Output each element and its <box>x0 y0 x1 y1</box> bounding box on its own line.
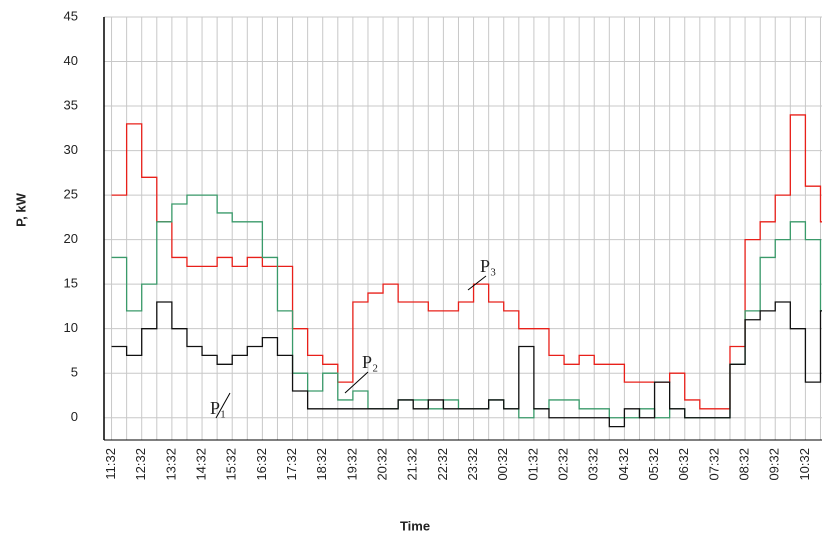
x-tick-label: 14:32 <box>193 448 208 481</box>
x-tick-label: 06:32 <box>676 448 691 481</box>
x-tick-label: 22:32 <box>435 448 450 481</box>
series-label: P₃ <box>480 256 496 276</box>
x-tick-label: 19:32 <box>344 448 359 481</box>
series-line <box>111 194 822 419</box>
y-axis-label: P, kW <box>13 192 28 226</box>
y-tick-label: 20 <box>64 231 78 246</box>
x-tick-label: 11:32 <box>103 448 118 480</box>
x-tick-label: 01:32 <box>525 448 540 481</box>
annotation-leader <box>467 275 487 291</box>
y-tick-label: 45 <box>64 8 78 23</box>
x-tick-label: 05:32 <box>646 448 661 481</box>
y-tick-label: 10 <box>64 320 78 335</box>
y-tick-label: 15 <box>64 276 78 291</box>
x-tick-label: 03:32 <box>586 448 601 481</box>
series-line <box>111 301 822 428</box>
y-tick-label: 30 <box>64 142 78 157</box>
y-tick-label: 40 <box>64 53 78 68</box>
x-tick-label: 10:32 <box>797 448 812 481</box>
annotation-leader <box>215 392 231 419</box>
x-tick-label: 02:32 <box>556 448 571 481</box>
x-tick-label: 21:32 <box>405 448 420 481</box>
x-tick-label: 13:32 <box>163 448 178 481</box>
x-tick-label: 15:32 <box>224 448 239 481</box>
x-tick-label: 04:32 <box>616 448 631 481</box>
x-tick-label: 20:32 <box>374 448 389 481</box>
x-tick-label: 12:32 <box>133 448 148 481</box>
x-tick-label: 16:32 <box>254 448 269 481</box>
x-tick-label: 18:32 <box>314 448 329 481</box>
y-tick-label: 0 <box>71 409 78 424</box>
x-axis-label: Time <box>400 518 430 533</box>
series-label: P₁ <box>210 398 226 418</box>
x-tick-label: 17:32 <box>284 448 299 481</box>
y-tick-label: 25 <box>64 187 78 202</box>
series-line <box>111 114 822 410</box>
y-tick-label: 35 <box>64 97 78 112</box>
annotation-leader <box>344 371 369 394</box>
y-tick-label: 5 <box>71 365 78 380</box>
series-label: P₂ <box>362 352 378 372</box>
x-tick-label: 08:32 <box>737 448 752 481</box>
x-tick-label: 07:32 <box>706 448 721 481</box>
x-tick-label: 09:32 <box>767 448 782 481</box>
x-tick-label: 23:32 <box>465 448 480 481</box>
x-tick-label: 00:32 <box>495 448 510 481</box>
